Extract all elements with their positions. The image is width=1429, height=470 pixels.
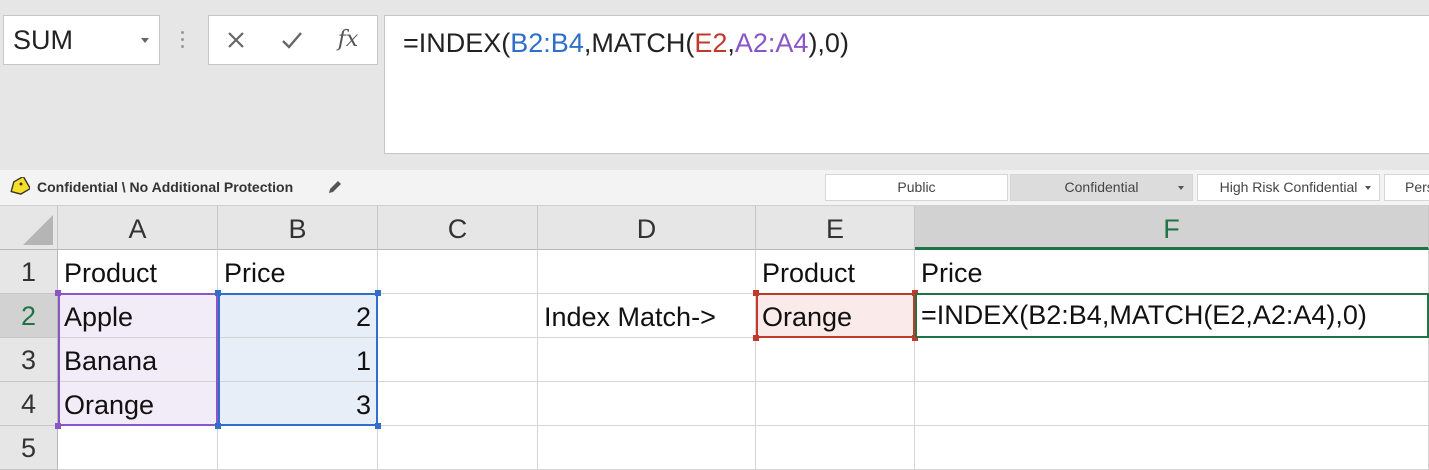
cell-c4[interactable] xyxy=(378,382,538,426)
select-all-button[interactable] xyxy=(0,206,58,250)
cell-e5[interactable] xyxy=(756,426,915,470)
checkmark-icon[interactable] xyxy=(275,23,309,57)
cell-f3[interactable] xyxy=(915,338,1429,382)
formula-token: ),0) xyxy=(808,28,849,58)
formula-token: =INDEX( xyxy=(403,28,511,58)
tag-icon xyxy=(10,177,30,195)
column-header-a[interactable]: A xyxy=(58,206,218,250)
formula-buttons: fx xyxy=(208,15,378,65)
cell-d2[interactable]: Index Match-> xyxy=(538,294,756,338)
formula-token: A2:A4 xyxy=(734,28,809,58)
range-resize-handle[interactable] xyxy=(55,423,61,429)
name-box[interactable]: SUM xyxy=(3,15,160,65)
column-header-e[interactable]: E xyxy=(756,206,915,250)
chevron-down-icon[interactable] xyxy=(1178,186,1184,190)
sensitivity-bar: Confidential \ No Additional Protection … xyxy=(0,170,1429,206)
sensitivity-label: Confidential \ No Additional Protection xyxy=(37,179,294,195)
cell-c5[interactable] xyxy=(378,426,538,470)
range-resize-handle[interactable] xyxy=(215,423,221,429)
cell-f4[interactable] xyxy=(915,382,1429,426)
pencil-icon[interactable] xyxy=(326,178,344,196)
column-header-d[interactable]: D xyxy=(538,206,756,250)
column-header-b[interactable]: B xyxy=(218,206,378,250)
cell-b3[interactable]: 1 xyxy=(218,338,378,382)
range-resize-handle[interactable] xyxy=(912,335,918,341)
formula-input[interactable]: =INDEX(B2:B4,MATCH(E2,A2:A4),0) xyxy=(384,15,1429,154)
column-header-f[interactable]: F xyxy=(915,206,1429,250)
cell-e2[interactable]: Orange xyxy=(756,294,915,338)
chevron-down-icon[interactable] xyxy=(141,38,149,43)
cancel-icon[interactable] xyxy=(219,23,253,57)
formula-bar-area: SUM fx =INDEX(B2:B4,MATCH(E2,A2:A4),0) xyxy=(0,0,1429,170)
cell-a5[interactable] xyxy=(58,426,218,470)
cell-a3[interactable]: Banana xyxy=(58,338,218,382)
sensitivity-personal-button[interactable]: Pers xyxy=(1384,174,1429,201)
row-header-3[interactable]: 3 xyxy=(0,338,58,382)
button-label: High Risk Confidential xyxy=(1219,179,1358,195)
chevron-down-icon[interactable] xyxy=(1365,186,1371,190)
cell-f5[interactable] xyxy=(915,426,1429,470)
cell-d4[interactable] xyxy=(538,382,756,426)
formula-token: ,MATCH( xyxy=(583,28,695,58)
cell-c1[interactable] xyxy=(378,250,538,294)
button-label: Public xyxy=(897,179,936,195)
range-resize-handle[interactable] xyxy=(215,290,221,296)
sensitivity-confidential-button[interactable]: Confidential xyxy=(1010,174,1193,201)
sensitivity-public-button[interactable]: Public xyxy=(825,174,1008,201)
cell-c3[interactable] xyxy=(378,338,538,382)
formula-token: B2:B4 xyxy=(510,28,584,58)
range-resize-handle[interactable] xyxy=(55,290,61,296)
select-all-icon xyxy=(23,215,53,245)
cell-b5[interactable] xyxy=(218,426,378,470)
range-resize-handle[interactable] xyxy=(753,290,759,296)
drag-handle-icon[interactable] xyxy=(181,31,185,51)
active-cell-f2[interactable]: =INDEX(B2:B4,MATCH(E2,A2:A4),0) xyxy=(915,293,1429,338)
row-header-2[interactable]: 2 xyxy=(0,294,58,338)
button-label: Confidential xyxy=(1064,179,1139,195)
cell-d3[interactable] xyxy=(538,338,756,382)
row-header-4[interactable]: 4 xyxy=(0,382,58,426)
row-header-1[interactable]: 1 xyxy=(0,250,58,294)
column-header-c[interactable]: C xyxy=(378,206,538,250)
formula-token: , xyxy=(727,28,735,58)
button-label: Pers xyxy=(1405,179,1429,195)
name-box-value: SUM xyxy=(13,25,73,55)
cell-d1[interactable] xyxy=(538,250,756,294)
cell-e3[interactable] xyxy=(756,338,915,382)
cell-b1[interactable]: Price xyxy=(218,250,378,294)
cell-e4[interactable] xyxy=(756,382,915,426)
cell-b2[interactable]: 2 xyxy=(218,294,378,338)
formula-text: =INDEX(B2:B4,MATCH(E2,A2:A4),0) xyxy=(403,28,849,59)
cell-e1[interactable]: Product xyxy=(756,250,915,294)
spreadsheet-grid: A B C D E F 1 2 3 4 5 Product Apple Banana Orange Price… xyxy=(0,206,1429,470)
cell-a4[interactable]: Orange xyxy=(58,382,218,426)
cell-b4[interactable]: 3 xyxy=(218,382,378,426)
cell-a1[interactable]: Product xyxy=(58,250,218,294)
cell-c2[interactable] xyxy=(378,294,538,338)
row-header-5[interactable]: 5 xyxy=(0,426,58,470)
range-resize-handle[interactable] xyxy=(375,290,381,296)
range-resize-handle[interactable] xyxy=(753,335,759,341)
insert-function-icon[interactable]: fx xyxy=(337,27,359,52)
cell-d5[interactable] xyxy=(538,426,756,470)
cell-f1[interactable]: Price xyxy=(915,250,1429,294)
cell-a2[interactable]: Apple xyxy=(58,294,218,338)
sensitivity-high-risk-button[interactable]: High Risk Confidential xyxy=(1197,174,1380,201)
formula-token: E2 xyxy=(694,28,728,58)
range-resize-handle[interactable] xyxy=(375,423,381,429)
